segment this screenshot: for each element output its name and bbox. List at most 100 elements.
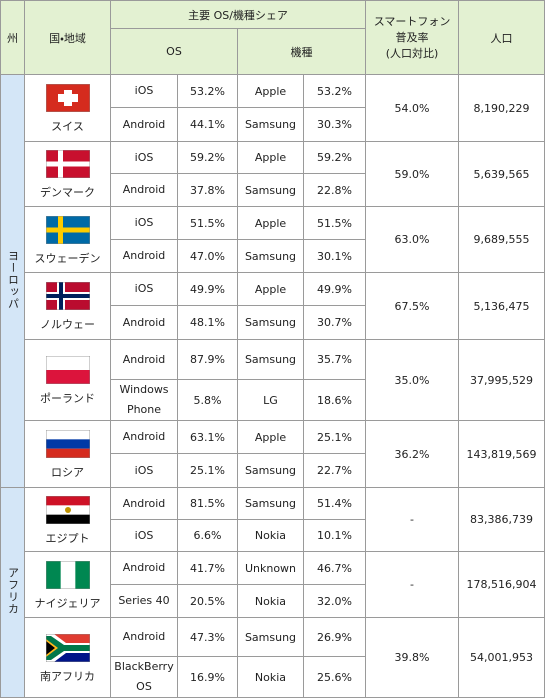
os-share: 44.1%	[177, 107, 238, 142]
flag	[45, 633, 90, 662]
device-name: Samsung	[237, 487, 304, 520]
os-share: 59.2%	[177, 141, 238, 174]
device-share: 30.7%	[302, 305, 367, 340]
flag	[45, 560, 90, 589]
penetration: -	[365, 551, 460, 618]
device-share: 25.6%	[302, 656, 367, 698]
table-row: デンマーク iOS 59.2% Apple 59.2% 59.0% 5,639,565	[1, 141, 545, 207]
header-line: スマートフォン	[373, 14, 451, 28]
region-cell: ヨーロッパ	[0, 74, 25, 488]
device-name: Samsung	[237, 305, 304, 340]
device-name: Nokia	[237, 584, 304, 618]
device-share: 35.7%	[302, 339, 367, 380]
os-name: Series 40	[110, 584, 178, 618]
header-share-group: 主要 OS/機種シェア	[109, 0, 367, 29]
device-share: 30.1%	[302, 239, 367, 273]
population: 5,639,565	[458, 141, 545, 207]
country-name: エジプト	[45, 531, 90, 545]
os-name: BlackBerry OS	[110, 656, 178, 698]
device-name: Nokia	[237, 519, 304, 552]
table-row: スウェーデン iOS 51.5% Apple 51.5% 63.0% 9,689,555	[1, 206, 545, 273]
os-share: 48.1%	[177, 305, 238, 340]
table-row: ポーランド Android 87.9% Samsung 35.7% 35.0% 37,995…	[1, 339, 545, 421]
penetration: 36.2%	[365, 420, 460, 488]
country-cell: 南アフリカ	[24, 617, 111, 698]
country-cell: スウェーデン	[24, 206, 111, 273]
device-share: 59.2%	[302, 141, 367, 174]
device-name: Unknown	[237, 551, 304, 585]
table-row: Android 37.8% Samsung 22.8%	[1, 173, 545, 207]
table-row: ヨーロッパ スイス iOS 53.2% Apple 53.2% 54.0% 8,190,229	[0, 74, 545, 488]
device-share: 26.9%	[302, 617, 367, 657]
os-share: 49.9%	[177, 272, 238, 306]
device-name: LG	[237, 379, 304, 421]
flag	[45, 356, 90, 384]
os-share: 63.1%	[177, 420, 238, 454]
table-row: ナイジェリア Android 41.7% Unknown 46.7% -178,516,9…	[1, 551, 545, 618]
device-share: 51.5%	[302, 206, 367, 240]
os-share: 5.8%	[177, 379, 238, 421]
population: 9,689,555	[458, 206, 545, 273]
table-row: ロシア Android 63.1% Apple 25.1% 36.2% 143,819,56…	[1, 420, 545, 488]
device-name: Apple	[237, 206, 304, 240]
table-row: 南アフリカ Android 47.3% Samsung 26.9% 39.8% 54,001…	[1, 617, 545, 698]
penetration: 35.0%	[365, 339, 460, 421]
flag	[45, 215, 90, 244]
os-share: 51.5%	[177, 206, 238, 240]
country-cell: ノルウェー	[24, 272, 111, 340]
header-line: 普及率	[395, 30, 429, 44]
os-name: Android	[110, 173, 178, 207]
os-share: 41.7%	[177, 551, 238, 585]
table-row: Android 48.1% Samsung 30.7%	[1, 305, 545, 340]
device-share: 46.7%	[302, 551, 367, 585]
header-population: 人口	[458, 0, 545, 75]
country-cell: ナイジェリア	[24, 551, 111, 618]
population: 8,190,229	[458, 74, 545, 142]
device-share: 51.4%	[302, 487, 367, 520]
device-name: Samsung	[237, 239, 304, 273]
country-name: 南アフリカ	[40, 669, 95, 683]
os-name: iOS	[110, 519, 178, 552]
os-name: Android	[110, 617, 178, 657]
device-name: Samsung	[237, 173, 304, 207]
os-share: 37.8%	[177, 173, 238, 207]
population: 143,819,569	[458, 420, 545, 488]
table-row: BlackBerry OS 16.9% Nokia 25.6%	[1, 656, 545, 698]
header-region: 州	[0, 0, 25, 75]
device-share: 25.1%	[302, 420, 367, 454]
country-name: ノルウェー	[40, 318, 95, 331]
device-name: Samsung	[237, 107, 304, 142]
country-name: スウェーデン	[34, 251, 101, 265]
os-share: 53.2%	[177, 74, 238, 108]
os-name: Android	[110, 239, 178, 273]
os-name: Android	[110, 305, 178, 340]
flag	[45, 282, 90, 310]
os-name: Android	[110, 487, 178, 520]
os-share: 81.5%	[177, 487, 238, 520]
penetration: 39.8%	[365, 617, 460, 698]
device-name: Samsung	[237, 617, 304, 657]
os-share: 20.5%	[177, 584, 238, 618]
os-name: iOS	[110, 206, 178, 240]
penetration: 59.0%	[365, 141, 460, 207]
population: 37,995,529	[458, 339, 545, 421]
device-name: Apple	[237, 420, 304, 454]
country-cell: エジプト	[24, 487, 111, 552]
penetration: 54.0%	[365, 74, 460, 142]
population: 178,516,904	[458, 551, 545, 618]
os-name: Android	[110, 420, 178, 454]
os-share: 47.0%	[177, 239, 238, 273]
penetration: 63.0%	[365, 206, 460, 273]
region-name: ヨーロッパ	[6, 249, 20, 310]
country-name: ロシア	[51, 466, 84, 479]
os-name: iOS	[110, 74, 178, 108]
header-country: 国・地域	[24, 0, 111, 75]
os-share: 6.6%	[177, 519, 238, 552]
flag	[45, 84, 90, 112]
device-share: 10.1%	[302, 519, 367, 552]
country-name: ポーランド	[40, 392, 95, 405]
country-cell: ロシア	[24, 420, 111, 488]
device-share: 32.0%	[302, 584, 367, 618]
os-share: 47.3%	[177, 617, 238, 657]
header-line: (人口対比)	[385, 46, 439, 60]
